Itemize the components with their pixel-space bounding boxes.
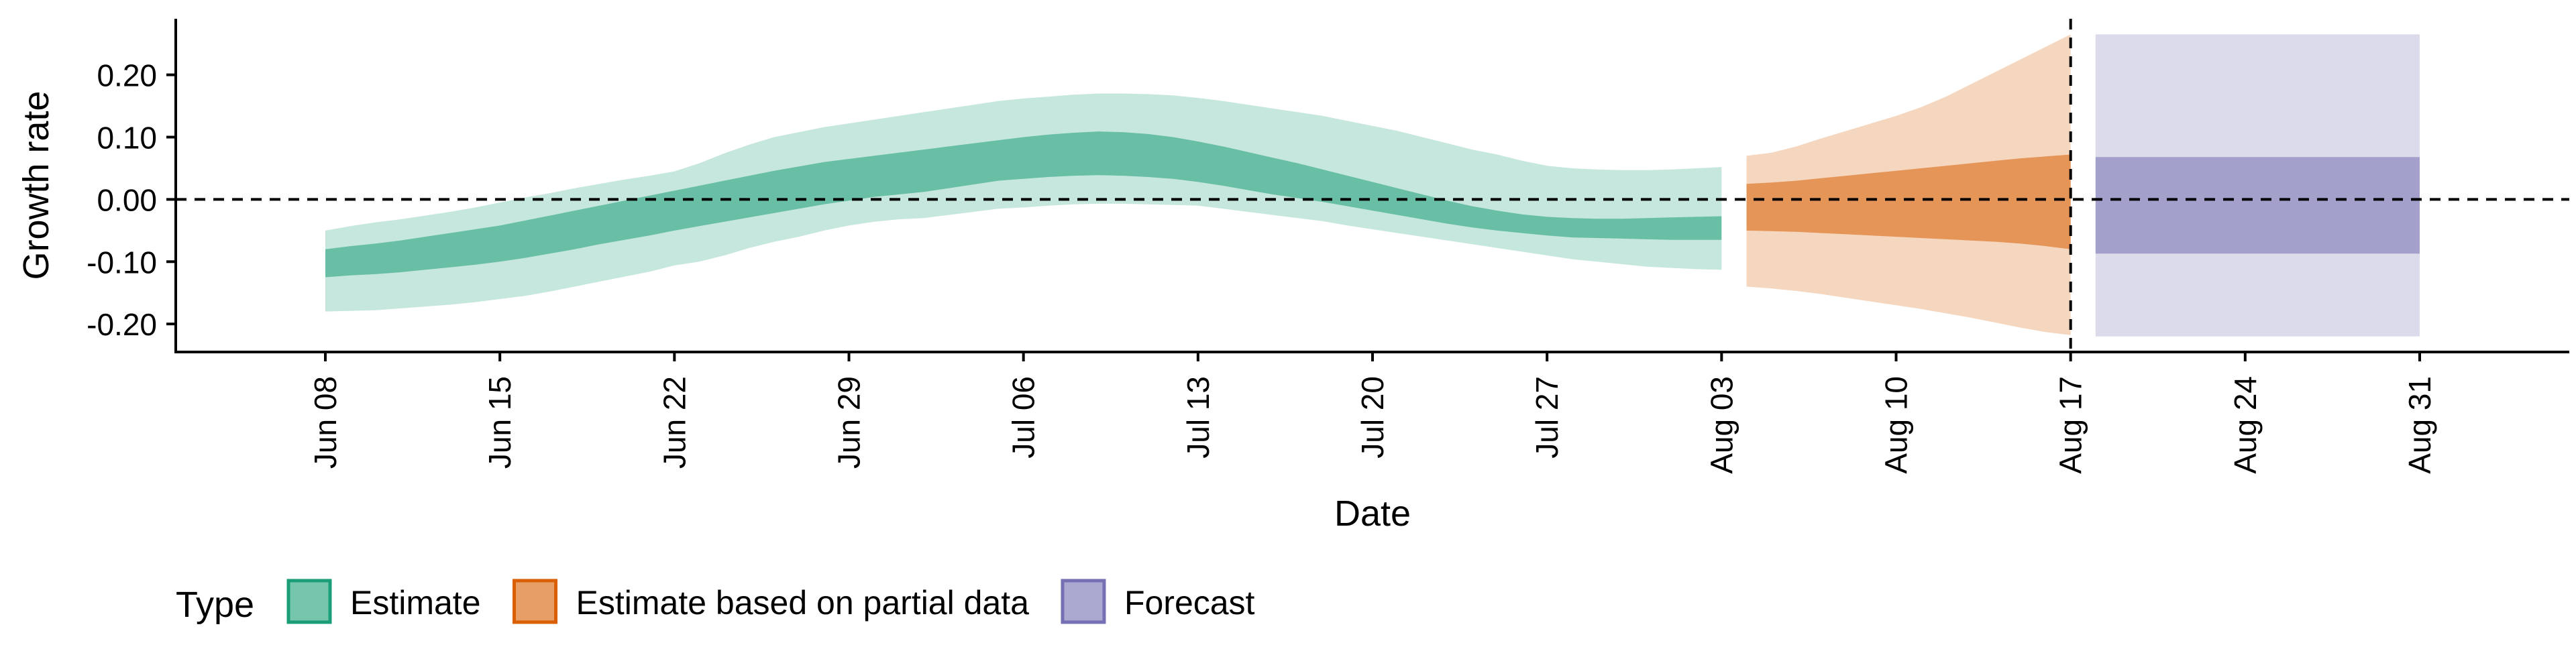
legend-key-estimate — [286, 579, 332, 624]
x-tick-label: Jul 06 — [1006, 376, 1041, 459]
x-tick-label: Aug 03 — [1704, 376, 1739, 474]
y-tick-label: -0.10 — [87, 245, 157, 280]
y-tick-label: 0.10 — [97, 121, 157, 156]
reference-lines — [176, 19, 2569, 352]
x-axis-title: Date — [1334, 493, 1411, 534]
x-tick-label: Jun 15 — [482, 376, 517, 469]
x-tick-label: Jul 27 — [1529, 376, 1564, 459]
estimate-based-on-partial-data-inner-band — [1746, 154, 2071, 249]
x-tick-label: Aug 10 — [1879, 376, 1914, 474]
estimate-outer-band — [325, 93, 1722, 312]
legend-label-estimate-based-on-partial-data: Estimate based on partial data — [576, 584, 1030, 622]
legend-title: Type — [176, 585, 254, 625]
legend: Type Estimate Estimate based on partial d… — [176, 579, 1255, 625]
y-tick-label: -0.20 — [87, 307, 157, 342]
x-axis-ticks: Jun 08 Jun 15 Jun 22 Jun 29 Jul 06 Jul 13 Jul … — [308, 352, 2437, 474]
x-tick-label: Jul 13 — [1181, 376, 1216, 459]
x-tick-label: Aug 31 — [2402, 376, 2437, 474]
ribbon-layer — [325, 34, 2420, 337]
y-axis-title: Growth rate — [16, 91, 56, 280]
legend-key-forecast — [1061, 579, 1106, 624]
forecast-inner-band — [2095, 157, 2420, 254]
y-tick-label: 0.20 — [97, 58, 157, 93]
legend-label-estimate: Estimate — [350, 584, 481, 622]
x-tick-label: Jul 20 — [1355, 376, 1390, 459]
legend-key-estimate-based-on-partial-data — [513, 579, 558, 624]
x-tick-label: Jun 29 — [832, 376, 867, 469]
y-tick-label: 0.00 — [97, 182, 157, 217]
legend-label-forecast: Forecast — [1124, 584, 1255, 622]
x-tick-label: Aug 17 — [2053, 376, 2088, 474]
x-tick-label: Aug 24 — [2228, 376, 2263, 474]
x-tick-label: Jun 22 — [657, 376, 692, 469]
y-axis-ticks: -0.20 -0.10 0.00 0.10 0.20 — [87, 58, 176, 342]
estimate-inner-band — [325, 131, 1722, 278]
x-tick-label: Jun 08 — [308, 376, 343, 469]
